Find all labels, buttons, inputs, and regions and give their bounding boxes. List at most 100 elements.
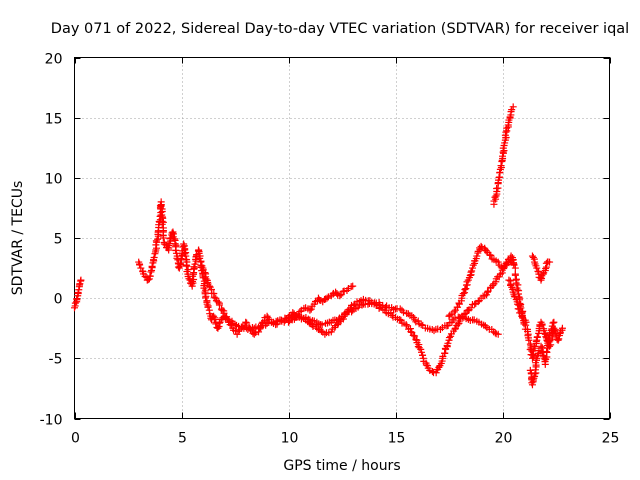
data-point: [497, 162, 505, 170]
data-point: [291, 313, 299, 321]
data-point: [544, 335, 552, 343]
data-point: [550, 318, 558, 326]
data-point: [525, 336, 533, 344]
y-tick-labels: -10 -5 0 5 10 15 20: [40, 52, 63, 429]
data-point: [459, 290, 467, 298]
data-point: [526, 346, 534, 354]
data-point: [537, 342, 545, 350]
data-point: [513, 300, 521, 308]
data-point: [296, 308, 304, 316]
data-point: [531, 366, 539, 374]
data-point: [168, 229, 176, 237]
data-point: [146, 272, 154, 280]
data-point: [482, 247, 490, 255]
data-point: [231, 321, 239, 329]
data-point: [159, 234, 167, 242]
data-point: [412, 336, 420, 344]
data-point: [214, 298, 222, 306]
data-point: [411, 332, 419, 340]
data-point: [147, 268, 155, 276]
data-point: [170, 235, 178, 243]
y-tick-label: 0: [54, 292, 63, 308]
y-tick-label: 15: [45, 112, 63, 128]
data-point: [428, 367, 436, 375]
data-point: [214, 324, 222, 332]
data-point: [558, 324, 566, 332]
x-tick-label: 5: [178, 431, 187, 447]
data-point: [432, 369, 440, 377]
data-point: [471, 300, 479, 308]
data-point: [518, 312, 526, 320]
y-tick-label: -5: [49, 352, 63, 368]
data-point: [148, 262, 156, 270]
data-point: [242, 318, 250, 326]
data-point: [417, 345, 425, 353]
data-point: [481, 322, 489, 330]
data-point: [285, 318, 292, 326]
data-point: [528, 381, 536, 389]
data-point: [233, 330, 241, 338]
data-point: [529, 253, 537, 261]
data-point: [540, 329, 548, 337]
x-tick-label: 15: [388, 431, 406, 447]
data-point: [336, 292, 344, 300]
data-point: [467, 268, 475, 276]
data-point: [278, 317, 286, 325]
data-point: [549, 319, 557, 327]
data-point: [415, 344, 423, 352]
data-point: [510, 261, 518, 269]
x-tick-label: 0: [71, 431, 80, 447]
data-point: [210, 312, 218, 320]
data-point: [503, 124, 511, 132]
data-point: [407, 328, 415, 336]
data-point: [349, 282, 357, 290]
x-axis-label: GPS time / hours: [283, 458, 400, 474]
data-point: [408, 328, 416, 336]
data-point: [522, 318, 530, 326]
data-point: [349, 306, 357, 314]
data-point: [250, 330, 258, 338]
y-tick-label: 5: [54, 232, 63, 248]
grid: [74, 57, 610, 419]
data-point: [450, 308, 458, 316]
data-point: [441, 349, 449, 357]
data-point: [408, 312, 416, 320]
data-point: [150, 253, 158, 261]
x-tick-label: 25: [602, 431, 620, 447]
data-point: [396, 315, 404, 323]
data-point: [533, 264, 541, 272]
data-point: [539, 351, 547, 359]
data-point: [494, 258, 502, 266]
data-point: [71, 299, 79, 307]
data-point: [548, 322, 556, 330]
data-point: [543, 348, 551, 356]
data-point: [529, 351, 537, 359]
data-point: [461, 285, 469, 293]
data-point: [487, 251, 495, 259]
data-point: [185, 275, 193, 283]
data-point: [313, 324, 321, 332]
y-tick-label: 20: [45, 52, 63, 68]
data-point: [418, 348, 426, 356]
data-point: [77, 276, 85, 284]
data-point: [474, 247, 482, 255]
data-point: [176, 259, 184, 267]
data-point: [321, 330, 329, 338]
data-points: [71, 103, 566, 389]
data-point: [304, 315, 312, 323]
data-point: [463, 278, 471, 286]
data-point: [544, 339, 552, 347]
data-point: [323, 294, 331, 302]
x-tick-label: 10: [281, 431, 299, 447]
data-point: [491, 329, 499, 337]
data-point: [137, 264, 145, 272]
data-point: [533, 333, 541, 341]
data-point: [364, 300, 372, 308]
data-point: [449, 316, 457, 324]
x-tick-labels: 0 5 10 15 20 25: [71, 431, 619, 447]
data-point: [317, 327, 325, 335]
data-point: [73, 295, 81, 303]
axis-ticks: [74, 57, 611, 420]
data-point: [151, 250, 159, 258]
data-point: [484, 288, 492, 296]
